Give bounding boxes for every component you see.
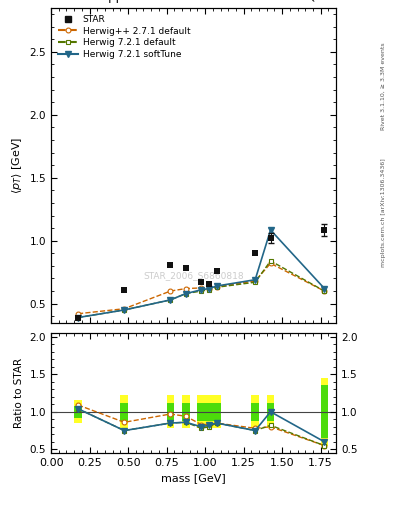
Bar bbox=[213, 403, 220, 421]
Bar bbox=[267, 403, 274, 421]
Y-axis label: Ratio to STAR: Ratio to STAR bbox=[14, 358, 24, 428]
Bar bbox=[321, 378, 328, 445]
Bar bbox=[197, 403, 205, 421]
Bar bbox=[267, 395, 274, 429]
Bar bbox=[251, 403, 259, 421]
Y-axis label: $\langle p_T \rangle$ [GeV]: $\langle p_T \rangle$ [GeV] bbox=[10, 137, 24, 194]
Text: Soft QCD: Soft QCD bbox=[280, 0, 333, 3]
Bar bbox=[74, 400, 82, 423]
Bar bbox=[321, 386, 328, 438]
Bar bbox=[120, 403, 128, 421]
Bar bbox=[205, 395, 213, 429]
Bar bbox=[182, 403, 190, 421]
Text: 200 GeV pp: 200 GeV pp bbox=[54, 0, 123, 3]
Bar bbox=[205, 403, 213, 421]
X-axis label: mass [GeV]: mass [GeV] bbox=[161, 474, 226, 483]
Text: mcplots.cern.ch [arXiv:1306.3436]: mcplots.cern.ch [arXiv:1306.3436] bbox=[381, 158, 386, 267]
Bar bbox=[167, 395, 174, 429]
Bar bbox=[74, 406, 82, 418]
Text: Rivet 3.1.10, ≥ 3.3M events: Rivet 3.1.10, ≥ 3.3M events bbox=[381, 42, 386, 130]
Bar bbox=[251, 395, 259, 429]
Bar bbox=[120, 395, 128, 429]
Bar bbox=[182, 395, 190, 429]
Bar bbox=[213, 395, 220, 429]
Legend: STAR, Herwig++ 2.7.1 default, Herwig 7.2.1 default, Herwig 7.2.1 softTune: STAR, Herwig++ 2.7.1 default, Herwig 7.2… bbox=[55, 12, 193, 62]
Bar bbox=[167, 403, 174, 421]
Bar bbox=[197, 395, 205, 429]
Text: STAR_2006_S6860818: STAR_2006_S6860818 bbox=[143, 271, 244, 280]
